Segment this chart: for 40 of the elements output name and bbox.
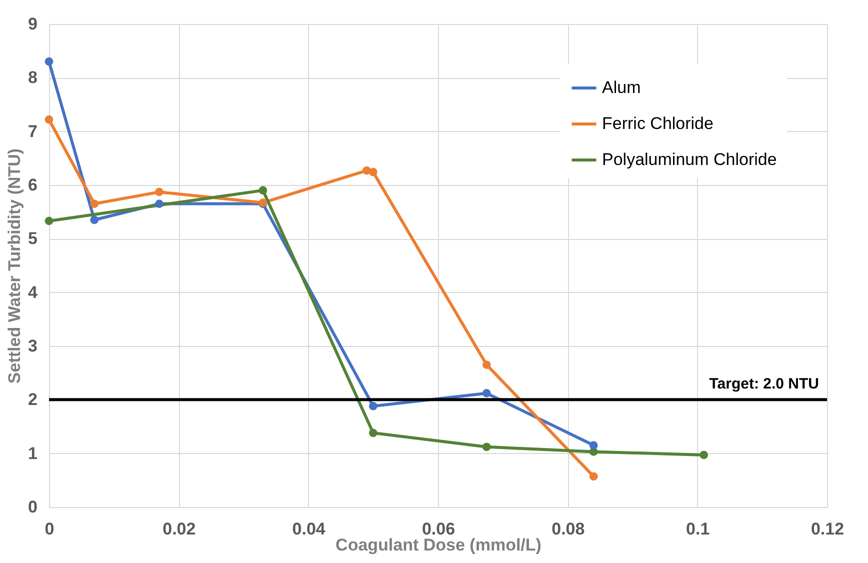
x-tick-label: 0.04: [292, 520, 326, 538]
point: [90, 200, 99, 208]
point: [482, 442, 491, 452]
y-tick-label: 0: [28, 498, 38, 516]
y-tick-label: 2: [28, 390, 38, 410]
point: [589, 441, 598, 450]
x-axis-title: Coagulant Dose (mmol/L): [336, 536, 542, 554]
legend-label: Alum: [602, 78, 641, 97]
point: [90, 216, 99, 224]
y-axis-title: Settled Water Turbidity (NTU): [5, 148, 24, 384]
y-tick-label: 3: [28, 336, 38, 356]
y-tick-label: 5: [28, 229, 38, 248]
y-tick-label: 1: [28, 444, 38, 463]
x-tick-label: 0.02: [162, 520, 196, 538]
point: [368, 168, 378, 176]
point: [700, 450, 708, 460]
x-tick-label: 0.06: [422, 520, 456, 538]
y-tick-label: 4: [28, 282, 38, 302]
point: [44, 216, 54, 226]
point: [155, 188, 164, 196]
point: [368, 428, 378, 438]
y-tick-label: 9: [28, 14, 38, 34]
point: [155, 200, 164, 208]
legend-label: Polyaluminum Chloride: [602, 150, 777, 169]
point: [589, 472, 598, 481]
x-tick-label: 0.1: [686, 520, 710, 538]
y-tick-label: 8: [28, 68, 38, 88]
point: [368, 402, 378, 410]
point: [44, 115, 54, 124]
ref-line-label: Target: 2.0 NTU: [709, 376, 819, 393]
point: [258, 186, 268, 195]
y-tick-label: 7: [28, 122, 38, 141]
x-tick-label: 0.12: [810, 520, 844, 538]
point: [482, 360, 491, 369]
x-tick-label: 0: [44, 520, 54, 538]
point: [44, 57, 54, 66]
x-tick-label: 0.08: [552, 520, 585, 538]
point: [482, 389, 491, 398]
legend-label: Ferric Chloride: [602, 114, 714, 133]
y-tick-label: 6: [28, 176, 38, 194]
